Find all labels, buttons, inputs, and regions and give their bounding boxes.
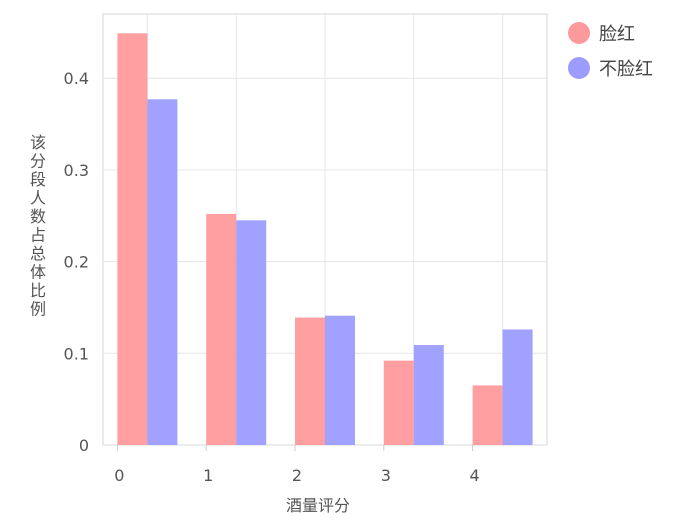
- axes: 0 0.1 0.2 0.3 0.4 0 1 2 3 4: [64, 69, 480, 485]
- y-tick-label: 0.1: [64, 344, 89, 363]
- legend-label: 不脸红: [599, 59, 653, 80]
- bar-flush: [117, 33, 148, 445]
- y-tick-label: 0.4: [64, 69, 89, 88]
- x-tick-label: 4: [470, 466, 480, 485]
- y-tick-label: 0.3: [64, 161, 89, 180]
- x-tick-label: 1: [203, 466, 213, 485]
- bar-no-flush: [502, 329, 533, 445]
- bar-flush: [383, 360, 414, 445]
- y-axis-label: 该分段人数占总体比例: [30, 133, 46, 319]
- legend-marker: [568, 22, 590, 44]
- bar-no-flush: [325, 315, 355, 445]
- bar-no-flush: [236, 220, 267, 445]
- y-tick-label: 0: [79, 436, 89, 455]
- bar-flush: [295, 317, 325, 445]
- x-axis-label: 酒量评分: [286, 496, 350, 515]
- bar-no-flush: [413, 345, 444, 445]
- x-tick-label: 3: [381, 466, 391, 485]
- y-tick-label: 0.2: [64, 253, 89, 272]
- x-tick-label: 0: [114, 466, 124, 485]
- bars: [117, 33, 533, 445]
- bar-no-flush: [147, 99, 178, 445]
- legend-marker: [568, 57, 590, 79]
- legend-label: 脸红: [599, 24, 635, 45]
- bar-flush: [206, 213, 237, 445]
- bar-flush: [472, 385, 503, 445]
- x-tick-label: 2: [292, 466, 302, 485]
